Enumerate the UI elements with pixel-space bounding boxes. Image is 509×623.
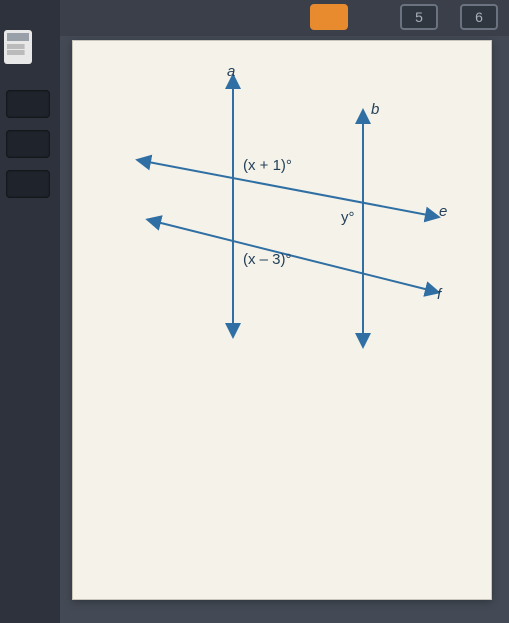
label-line-b: b (371, 101, 379, 118)
line-f (153, 221, 433, 291)
worksheet-paper: a b e f (x + 1)° y° (x – 3)° (72, 40, 492, 600)
keyboard-key (6, 170, 50, 198)
toolbar-button-selected[interactable] (310, 4, 348, 30)
diagram-svg (103, 61, 463, 361)
angle-label-x-minus-3: (x – 3)° (243, 251, 292, 268)
label-line-f: f (437, 286, 441, 303)
angle-label-x-plus-1: (x + 1)° (243, 157, 292, 174)
top-toolbar: 5 6 (60, 0, 509, 36)
keyboard-key (6, 130, 50, 158)
angle-label-y: y° (341, 209, 355, 226)
toolbar-button-6[interactable]: 6 (460, 4, 498, 30)
label-line-e: e (439, 203, 447, 220)
geometry-diagram: a b e f (x + 1)° y° (x – 3)° (103, 61, 463, 361)
calculator-icon[interactable] (4, 30, 32, 64)
label-line-a: a (227, 63, 235, 80)
keyboard-key (6, 90, 50, 118)
keyboard-edge (0, 0, 60, 623)
toolbar-button-5[interactable]: 5 (400, 4, 438, 30)
